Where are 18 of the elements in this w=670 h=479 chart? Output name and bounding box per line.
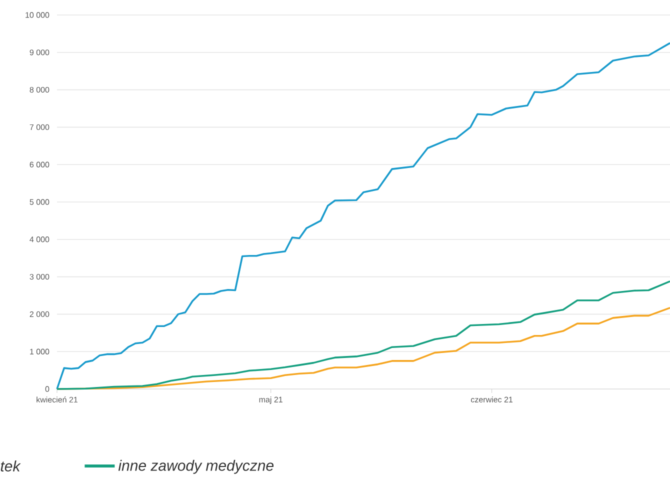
y-tick-label: 6 000 — [30, 162, 50, 168]
legend-label: inne zawody medyczne — [118, 460, 274, 474]
y-tick-label: 5 000 — [30, 199, 50, 205]
line-series — [56, 280, 670, 390]
y-tick-label: 4 000 — [30, 236, 50, 242]
y-tick-label: 3 000 — [30, 274, 50, 280]
x-tick-label: czerwiec 21 — [471, 396, 513, 402]
y-tick-label: 2 000 — [30, 311, 50, 318]
y-tick-label: 8 000 — [30, 86, 50, 93]
x-tick-label: kwiecień 21 — [36, 396, 78, 402]
y-tick-label: 0 — [45, 386, 50, 392]
text: tek — [0, 460, 21, 472]
y-tick-label: 9 000 — [30, 50, 50, 56]
y-tick-label: 10 000 — [26, 12, 50, 18]
y-tick-label: 7 000 — [30, 124, 50, 130]
y-tick-label: 1 000 — [30, 348, 50, 354]
x-tick-label: maj 21 — [259, 396, 282, 404]
line-series — [56, 42, 670, 390]
